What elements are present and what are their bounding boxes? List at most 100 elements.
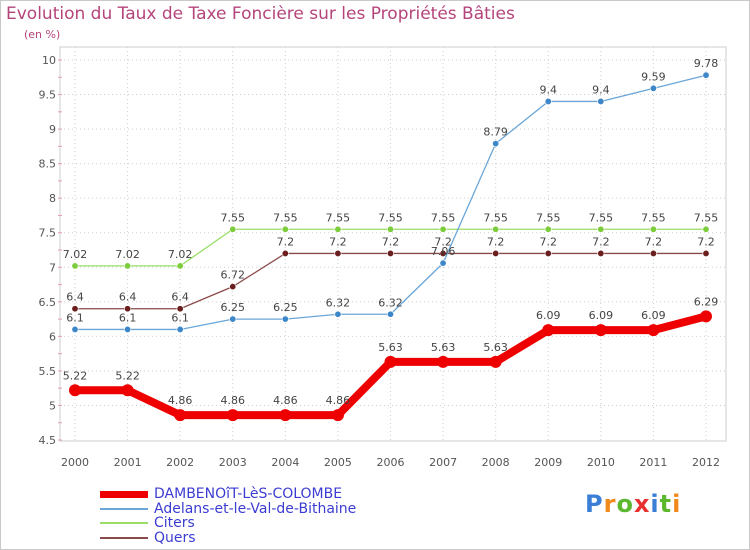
data-label-citers: 7.55 (378, 211, 403, 224)
data-label-quers: 7.2 (434, 235, 452, 248)
data-label-dambenoit: 6.09 (536, 309, 561, 322)
data-point-dambenoit (279, 409, 292, 422)
data-label-dambenoit: 4.86 (326, 394, 351, 407)
data-label-dambenoit: 5.63 (378, 341, 403, 354)
legend-item-adelans: Adelans-et-le-Val-de-Bithaine (100, 501, 356, 517)
data-label-quers: 7.2 (645, 235, 663, 248)
x-tick-label: 2006 (377, 456, 405, 469)
logo-letter: r (603, 490, 617, 518)
data-point-quers (71, 305, 79, 313)
data-label-quers: 7.2 (697, 235, 715, 248)
legend-swatch-adelans (100, 508, 148, 510)
data-point-dambenoit (331, 409, 344, 422)
data-label-adelans: 9.4 (540, 83, 558, 96)
data-label-quers: 6.4 (66, 291, 84, 304)
data-point-quers (334, 249, 342, 257)
data-point-dambenoit (174, 409, 187, 422)
data-point-quers (281, 249, 289, 257)
data-point-dambenoit (384, 355, 397, 368)
data-point-dambenoit (69, 384, 81, 397)
legend-swatch-citers (100, 522, 148, 524)
y-tick-label: 8 (49, 192, 56, 205)
data-label-citers: 7.55 (431, 211, 456, 224)
data-point-dambenoit (700, 310, 712, 323)
data-point-dambenoit (489, 355, 502, 368)
data-point-quers (386, 249, 394, 257)
data-point-adelans (492, 140, 500, 148)
legend-label-dambenoit: DAMBENOîT-LèS-COLOMBE (154, 486, 343, 502)
data-point-quers (597, 249, 605, 257)
legend-swatch-quers (100, 537, 148, 539)
data-point-quers (492, 249, 500, 257)
data-label-quers: 6.4 (171, 291, 189, 304)
y-tick-label: 6 (49, 330, 56, 343)
data-label-citers: 7.55 (326, 211, 351, 224)
legend-swatch-dambenoit (100, 490, 148, 498)
y-tick-label: 5.5 (39, 365, 57, 378)
y-tick-label: 7 (49, 261, 56, 274)
data-point-adelans (439, 259, 447, 267)
data-label-dambenoit: 5.22 (115, 369, 140, 382)
legend-label-quers: Quers (154, 530, 196, 546)
data-point-dambenoit (226, 409, 239, 422)
data-label-citers: 7.55 (694, 211, 719, 224)
data-point-citers (386, 225, 394, 233)
data-label-adelans: 9.78 (694, 57, 719, 70)
data-point-citers (702, 225, 710, 233)
data-point-quers (176, 305, 184, 313)
data-label-citers: 7.02 (168, 248, 193, 261)
x-tick-label: 2007 (429, 456, 457, 469)
data-label-citers: 7.55 (483, 211, 508, 224)
x-tick-label: 2010 (587, 456, 615, 469)
data-point-dambenoit (594, 324, 607, 337)
data-point-quers (124, 305, 132, 313)
data-label-dambenoit: 5.63 (431, 341, 456, 354)
x-tick-label: 2005 (324, 456, 352, 469)
data-label-adelans: 6.25 (221, 301, 246, 314)
logo-letter: o (616, 490, 634, 518)
unit-label: (en %) (24, 28, 61, 41)
data-point-citers (176, 262, 184, 270)
data-point-adelans (176, 325, 184, 333)
data-label-citers: 7.55 (273, 211, 298, 224)
legend-item-citers: Citers (100, 515, 195, 531)
data-point-citers (334, 225, 342, 233)
data-label-citers: 7.55 (641, 211, 666, 224)
legend-item-quers: Quers (100, 530, 196, 546)
data-label-adelans: 8.79 (483, 126, 508, 139)
data-point-adelans (386, 310, 394, 318)
data-label-quers: 7.2 (592, 235, 610, 248)
data-label-quers: 7.2 (329, 235, 347, 248)
data-point-quers (544, 249, 552, 257)
data-label-quers: 7.2 (540, 235, 558, 248)
x-tick-label: 2003 (219, 456, 247, 469)
data-label-dambenoit: 5.22 (63, 369, 88, 382)
y-tick-label: 7.5 (39, 227, 57, 240)
data-point-adelans (281, 315, 289, 323)
data-label-adelans: 6.1 (66, 311, 84, 324)
data-label-adelans: 6.1 (171, 311, 189, 324)
data-label-quers: 7.2 (487, 235, 505, 248)
data-label-dambenoit: 6.09 (589, 309, 614, 322)
data-label-dambenoit: 6.09 (641, 309, 666, 322)
data-point-dambenoit (542, 324, 555, 337)
y-tick-label: 9.5 (39, 89, 57, 102)
legend-item-dambenoit: DAMBENOîT-LèS-COLOMBE (100, 486, 342, 502)
legend-label-adelans: Adelans-et-le-Val-de-Bithaine (154, 501, 357, 517)
x-tick-label: 2008 (482, 456, 510, 469)
data-label-quers: 6.4 (119, 291, 137, 304)
data-point-adelans (544, 97, 552, 105)
data-point-citers (71, 262, 79, 270)
data-point-quers (439, 249, 447, 257)
logo-letter: i (650, 490, 660, 518)
x-tick-label: 2009 (534, 456, 562, 469)
data-point-adelans (649, 84, 657, 92)
data-label-adelans: 6.32 (378, 296, 403, 309)
proxiti-logo: Proxiti (585, 490, 681, 518)
data-point-quers (702, 249, 710, 257)
data-point-citers (597, 225, 605, 233)
x-tick-label: 2004 (271, 456, 299, 469)
x-tick-label: 2001 (114, 456, 142, 469)
data-label-quers: 7.2 (277, 235, 295, 248)
